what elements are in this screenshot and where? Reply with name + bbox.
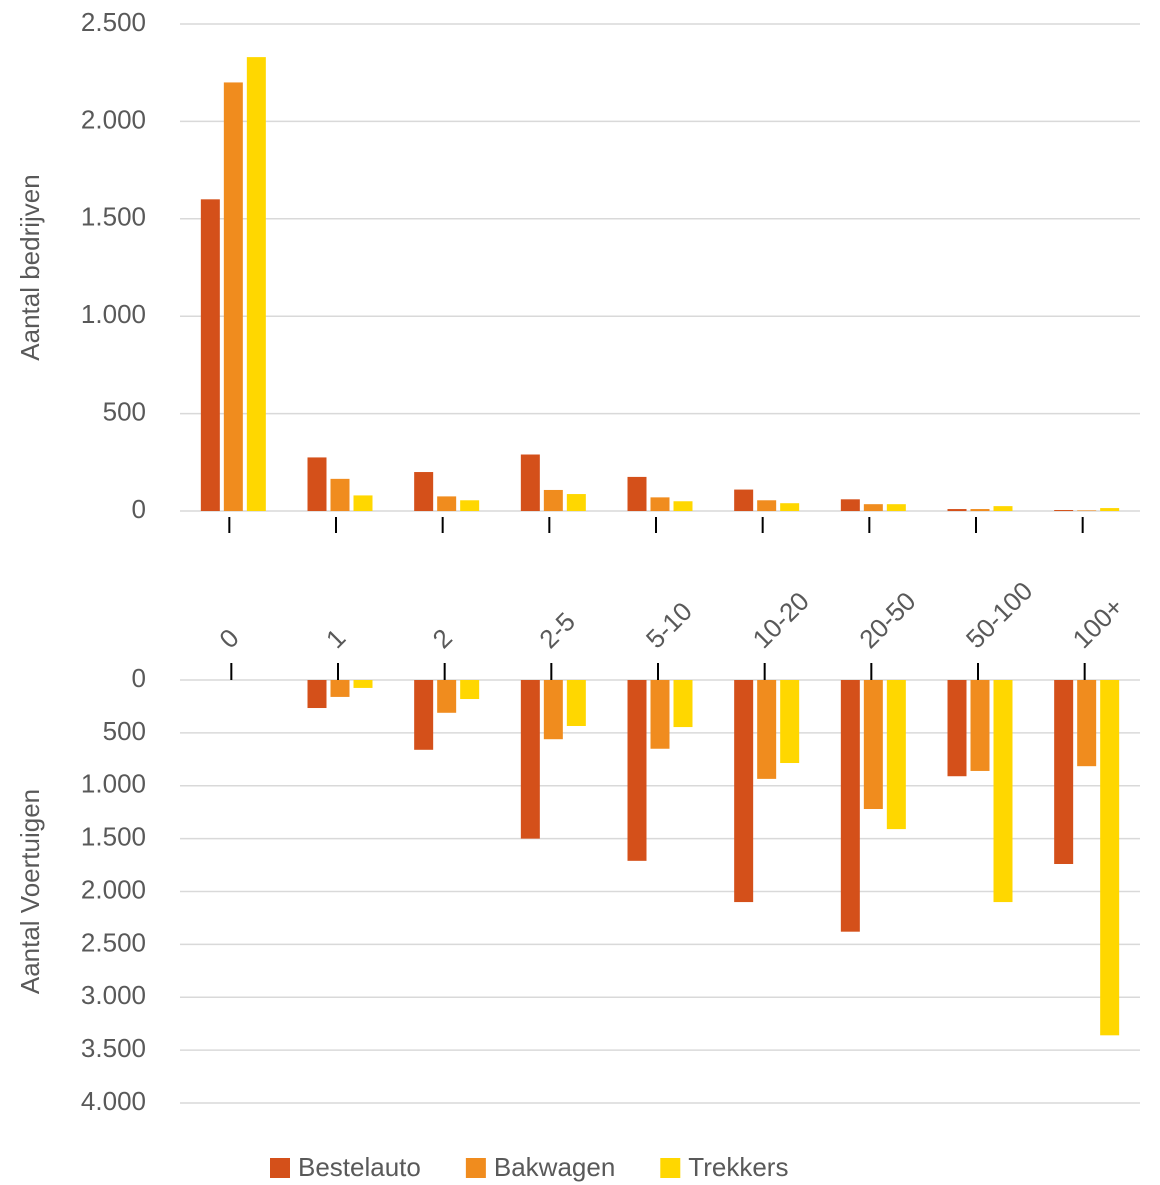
y-axis-title: Aantal bedrijven (15, 174, 45, 360)
bar (993, 506, 1013, 511)
y-tick-label: 1.000 (81, 769, 146, 799)
bar (543, 680, 563, 740)
bar (947, 509, 967, 511)
bar (840, 499, 860, 511)
y-tick-label: 2.500 (81, 927, 146, 957)
x-tick-label: 5-10 (640, 596, 698, 654)
bar (223, 82, 243, 511)
bar (437, 496, 457, 511)
bar (780, 503, 800, 511)
y-tick-label: 3.500 (81, 1033, 146, 1063)
bar (947, 680, 967, 777)
bar (414, 680, 434, 750)
bar (757, 500, 777, 511)
bar (650, 680, 670, 749)
x-tick-label: 10-20 (747, 586, 815, 654)
bar (840, 680, 860, 932)
bar (993, 680, 1013, 903)
bar (1054, 680, 1074, 865)
bar (734, 489, 754, 511)
bar (886, 504, 906, 511)
bar (414, 472, 434, 511)
bar (1077, 510, 1097, 511)
bar (863, 680, 883, 810)
bar (1054, 510, 1074, 511)
x-tick-label: 0 (213, 623, 244, 654)
legend-swatch (465, 1158, 486, 1178)
y-tick-label: 2.000 (81, 874, 146, 904)
bar (1100, 508, 1120, 511)
bar (520, 680, 540, 839)
y-tick-label: 4.000 (81, 1086, 146, 1116)
bar (673, 501, 693, 511)
bar (200, 199, 220, 511)
bar (330, 680, 350, 697)
y-tick-label: 1.000 (81, 299, 146, 329)
bar (353, 495, 373, 511)
legend-label: Bakwagen (494, 1152, 615, 1182)
y-tick-label: 0 (132, 663, 146, 693)
bar (246, 57, 266, 512)
y-tick-label: 1.500 (81, 202, 146, 232)
bar (566, 680, 586, 727)
y-tick-label: 3.000 (81, 980, 146, 1010)
bar (970, 680, 990, 771)
y-tick-label: 2.500 (81, 7, 146, 37)
bar (330, 478, 350, 511)
bar (650, 497, 670, 511)
bar (543, 489, 563, 511)
y-tick-label: 2.000 (81, 104, 146, 134)
bar (1100, 680, 1120, 1036)
bar (460, 500, 480, 511)
bar (757, 680, 777, 779)
legend-swatch (270, 1158, 290, 1178)
bar (780, 680, 800, 764)
bar (353, 680, 373, 688)
x-tick-label: 20-50 (853, 586, 921, 654)
y-tick-label: 500 (103, 396, 146, 426)
bar (970, 509, 990, 511)
legend-swatch (660, 1158, 681, 1178)
bar (307, 680, 327, 709)
bar (1077, 680, 1097, 767)
y-axis-title: Aantal Voertuigen (15, 789, 45, 994)
y-tick-label: 0 (132, 494, 146, 524)
legend-label: Bestelauto (298, 1152, 421, 1182)
x-tick-label: 50-100 (960, 576, 1038, 654)
y-tick-label: 500 (103, 716, 146, 746)
bar (734, 680, 754, 903)
legend-label: Trekkers (688, 1152, 788, 1182)
bar (673, 680, 693, 728)
x-tick-label: 100+ (1067, 591, 1130, 654)
bar (460, 680, 480, 700)
bar (863, 504, 883, 511)
bar (627, 476, 647, 511)
bar (520, 454, 540, 511)
bar (307, 457, 327, 511)
bar (886, 680, 906, 830)
x-tick-label: 2 (427, 623, 458, 654)
bar (627, 680, 647, 861)
bar (566, 494, 586, 511)
y-tick-label: 1.500 (81, 822, 146, 852)
bar (437, 680, 457, 713)
x-tick-label: 2-5 (533, 606, 581, 654)
x-tick-label: 1 (320, 623, 351, 654)
